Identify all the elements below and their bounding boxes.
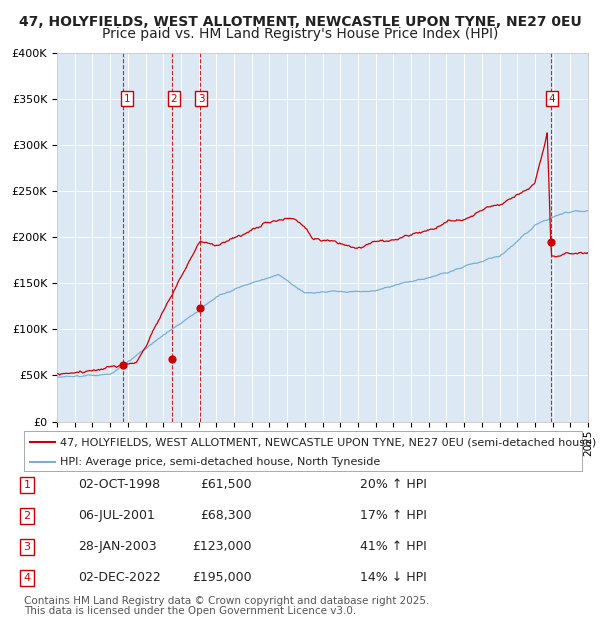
Text: 28-JAN-2003: 28-JAN-2003: [78, 541, 157, 553]
Text: 02-OCT-1998: 02-OCT-1998: [78, 479, 160, 491]
Text: 02-DEC-2022: 02-DEC-2022: [78, 572, 161, 584]
Text: 20% ↑ HPI: 20% ↑ HPI: [360, 479, 427, 491]
Text: £61,500: £61,500: [200, 479, 252, 491]
Text: 3: 3: [198, 94, 205, 104]
Text: Price paid vs. HM Land Registry's House Price Index (HPI): Price paid vs. HM Land Registry's House …: [102, 27, 498, 41]
Text: 2: 2: [23, 511, 31, 521]
Text: 4: 4: [548, 94, 555, 104]
Text: 06-JUL-2001: 06-JUL-2001: [78, 510, 155, 522]
Text: 14% ↓ HPI: 14% ↓ HPI: [360, 572, 427, 584]
Point: [119, 360, 128, 370]
Text: £195,000: £195,000: [193, 572, 252, 584]
Text: 41% ↑ HPI: 41% ↑ HPI: [360, 541, 427, 553]
Text: 47, HOLYFIELDS, WEST ALLOTMENT, NEWCASTLE UPON TYNE, NE27 0EU: 47, HOLYFIELDS, WEST ALLOTMENT, NEWCASTL…: [19, 16, 581, 30]
Text: 17% ↑ HPI: 17% ↑ HPI: [360, 510, 427, 522]
Text: 3: 3: [23, 542, 31, 552]
Text: 4: 4: [23, 573, 31, 583]
Text: £68,300: £68,300: [200, 510, 252, 522]
Text: 1: 1: [124, 94, 130, 104]
Point: [547, 237, 556, 247]
Text: £123,000: £123,000: [193, 541, 252, 553]
Text: HPI: Average price, semi-detached house, North Tyneside: HPI: Average price, semi-detached house,…: [60, 458, 380, 467]
Text: Contains HM Land Registry data © Crown copyright and database right 2025.: Contains HM Land Registry data © Crown c…: [24, 596, 430, 606]
Text: 47, HOLYFIELDS, WEST ALLOTMENT, NEWCASTLE UPON TYNE, NE27 0EU (semi-detached hou: 47, HOLYFIELDS, WEST ALLOTMENT, NEWCASTL…: [60, 437, 596, 447]
Text: 1: 1: [23, 480, 31, 490]
Text: 2: 2: [170, 94, 177, 104]
Point: [167, 353, 177, 363]
Text: This data is licensed under the Open Government Licence v3.0.: This data is licensed under the Open Gov…: [24, 606, 356, 616]
Point: [195, 303, 205, 313]
